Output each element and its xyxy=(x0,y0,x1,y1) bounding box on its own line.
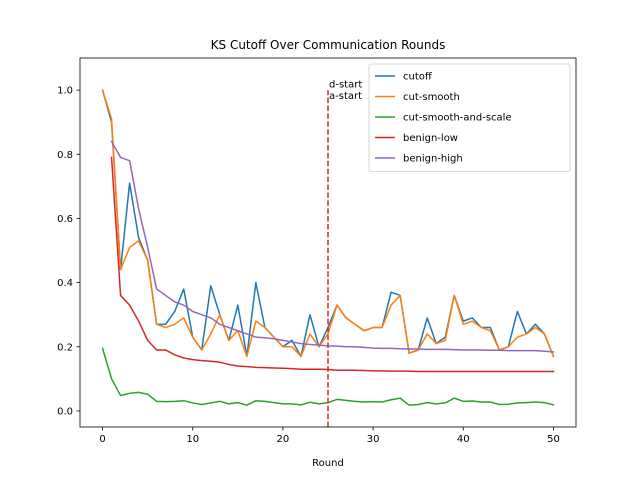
axes: 0 10 20 30 40 50 0.0 0.2 0.4 0.6 0.8 1.0 xyxy=(57,57,577,445)
x-tick-label-20: 20 xyxy=(277,434,290,445)
y-tick-label-1: 1.0 xyxy=(57,86,73,97)
x-tick-label-30: 30 xyxy=(367,434,380,445)
series-line-cut-smooth xyxy=(101,89,555,358)
legend-label-benign-low: benign-low xyxy=(403,133,458,144)
x-tick-label-0: 0 xyxy=(99,434,105,445)
y-tick-label-0.8: 0.8 xyxy=(57,150,73,161)
x-tick-label-10: 10 xyxy=(186,434,199,445)
axes-frame xyxy=(79,57,577,428)
y-tick-label-0.4: 0.4 xyxy=(57,278,73,289)
legend-label-cut-smooth-and-scale: cut-smooth-and-scale xyxy=(403,113,512,124)
series-line-benign-low xyxy=(110,156,555,373)
legend-box xyxy=(368,63,571,172)
y-tick-label-0.6: 0.6 xyxy=(57,214,73,225)
legend-label-benign-high: benign-high xyxy=(403,154,463,165)
legend-label-cut-smooth: cut-smooth xyxy=(403,92,460,103)
annotation-d-start: d-start xyxy=(329,79,362,90)
x-axis-label: Round xyxy=(312,458,344,469)
chart-title: KS Cutoff Over Communication Rounds xyxy=(211,38,446,52)
legend-label-cutoff: cutoff xyxy=(403,72,433,83)
legend: cutoff cut-smooth cut-smooth-and-scale beni… xyxy=(368,63,571,172)
annotation-a-start: a-start xyxy=(329,91,362,102)
y-tick-label-0.2: 0.2 xyxy=(57,342,73,353)
x-tick-label-50: 50 xyxy=(547,434,560,445)
x-tick-label-40: 40 xyxy=(457,434,470,445)
series-line-benign-high xyxy=(110,140,555,353)
y-tick-label-0: 0.0 xyxy=(57,406,73,417)
